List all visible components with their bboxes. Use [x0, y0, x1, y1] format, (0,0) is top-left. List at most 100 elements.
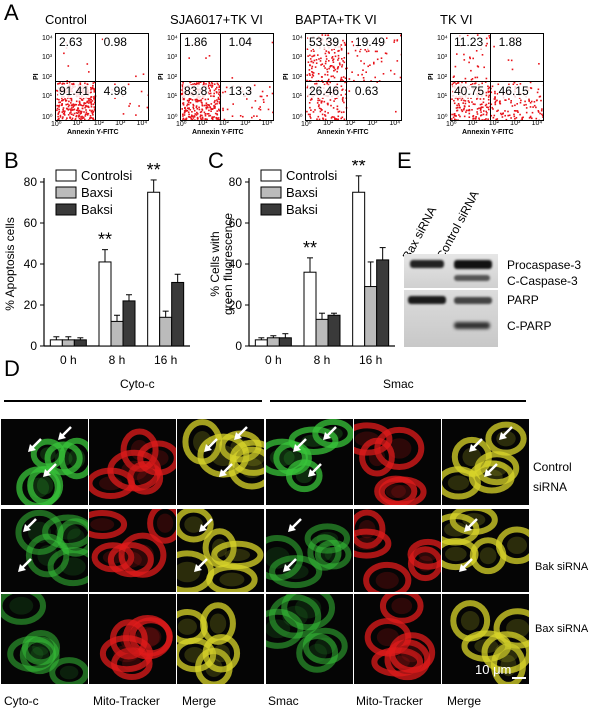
- cell-nucleus: [9, 596, 34, 615]
- micro-image-r0-c5: [442, 419, 529, 505]
- flow-ytick: 10⁰: [42, 114, 53, 121]
- blot-strip-caspase: [404, 254, 498, 288]
- micro-cells: [354, 509, 441, 592]
- cell-nucleus: [156, 513, 174, 533]
- cell-nucleus: [19, 645, 44, 663]
- cell-outline: [177, 550, 215, 592]
- cell-outline: [44, 441, 83, 476]
- section-line-smac: [270, 400, 526, 402]
- micro-cells: [15, 509, 88, 587]
- bar-Baxsi: [315, 318, 329, 347]
- cell-nucleus: [301, 434, 326, 447]
- band-parp-ctrl: [454, 297, 492, 304]
- column-label-0: Cyto-c: [4, 694, 39, 708]
- flow-ylabel: PI: [283, 73, 290, 80]
- x-tick-label: 8 h: [314, 353, 331, 367]
- quadrant-value-ll: 26.46: [308, 84, 341, 99]
- white-arrow-icon: [323, 426, 337, 440]
- flow-xtick: 10⁰: [446, 121, 457, 128]
- flow-xtick: 10²: [93, 120, 104, 127]
- legend-swatch: [260, 169, 282, 182]
- cell-outline: [89, 509, 128, 539]
- cell-nucleus: [324, 548, 342, 562]
- micro-image-r2-c3: [266, 594, 353, 684]
- bar-Controlsi: [303, 271, 317, 347]
- column-label-1: Mito-Tracker: [93, 694, 160, 708]
- cell-nucleus: [294, 597, 322, 619]
- y-axis-label: green fluorescence: [221, 213, 235, 315]
- x-tick-label: 0 h: [60, 353, 77, 367]
- bar-Baxsi: [159, 316, 173, 347]
- cell-outline: [1, 594, 47, 625]
- micro-image-r2-c1: [89, 594, 176, 684]
- micro-image-r0-c2: [177, 419, 264, 505]
- quadrant-value-ul: 11.23: [453, 35, 485, 49]
- band-label-cparp: C-PARP: [507, 319, 552, 333]
- quadrant-value-ur: 1.04: [227, 35, 253, 49]
- flow-xtick: 10⁴: [136, 120, 148, 127]
- micro-cells: [89, 509, 176, 578]
- cell-nucleus: [113, 645, 140, 663]
- cell-nucleus: [494, 642, 520, 663]
- flow-xtick: 10⁰: [301, 121, 312, 128]
- bar-Baxsi: [364, 286, 378, 347]
- cell-nucleus: [507, 536, 528, 554]
- white-arrow-icon: [234, 426, 248, 440]
- micro-cells: [266, 594, 348, 673]
- quadrant-value-ur: 1.88: [497, 35, 523, 49]
- cell-nucleus: [90, 518, 115, 531]
- cell-nucleus: [30, 646, 50, 664]
- column-label-3: Smac: [268, 694, 299, 708]
- legend-swatch: [55, 203, 77, 216]
- micro-cells: [450, 600, 529, 684]
- significance-mark: **: [303, 238, 317, 258]
- flow-ylabel: PI: [158, 73, 165, 80]
- micro-cells: [99, 614, 173, 681]
- bar-Baxsi: [266, 337, 280, 347]
- white-arrow-icon: [18, 558, 32, 572]
- y-tick-label: 80: [24, 175, 38, 189]
- cell-outline: [354, 528, 392, 559]
- bar-Baksi: [171, 281, 185, 347]
- cell-nucleus: [184, 647, 205, 663]
- cell-outline: [120, 428, 159, 472]
- flow-xtick: 10²: [345, 120, 356, 127]
- cell-nucleus: [184, 516, 204, 533]
- flow-ytick: 10³: [42, 54, 53, 62]
- cell-outline: [379, 594, 424, 624]
- micro-cells: [266, 518, 352, 589]
- flow-ytick: 10³: [437, 54, 448, 62]
- cell-nucleus: [209, 613, 227, 634]
- bar-Controlsi: [352, 191, 366, 347]
- flow-xtick: 10¹: [323, 120, 334, 127]
- flow-xlabel: Annexin Y-FITC: [192, 129, 244, 136]
- band-label-ccaspase: C-Caspase-3: [507, 274, 578, 288]
- cell-outline: [266, 438, 308, 477]
- cell-outline: [359, 437, 395, 477]
- cell-outline: [281, 594, 336, 631]
- flow-xtick: 10¹: [467, 120, 478, 127]
- flow-xtick: 10³: [115, 120, 126, 127]
- quadrant-value-lr: 13.3: [227, 84, 253, 99]
- micro-image-r0-c4: [354, 419, 441, 505]
- micro-cells: [442, 421, 527, 500]
- flow-ylabel: PI: [33, 73, 40, 80]
- legend-swatch: [55, 186, 77, 199]
- flow-ytick: 10¹: [437, 93, 448, 101]
- cell-nucleus: [177, 561, 201, 583]
- cell-nucleus: [462, 447, 482, 467]
- micro-image-r1-c5: [442, 509, 529, 592]
- cell-nucleus: [354, 536, 379, 551]
- flow-xtick: 10³: [510, 120, 521, 127]
- flow-ytick: 10⁰: [292, 114, 303, 121]
- lane-label-control: Control siRNA: [433, 188, 482, 262]
- x-tick-label: 16 h: [359, 353, 382, 367]
- flow-xlabel: Annexin Y-FITC: [317, 129, 369, 136]
- panel-letter-b: B: [4, 148, 19, 173]
- micro-image-r0-c1: [89, 419, 176, 505]
- micro-cells: [266, 419, 353, 493]
- cell-outline: [388, 632, 436, 674]
- white-arrow-icon: [283, 558, 297, 572]
- flow-title-3: TK VI: [440, 12, 473, 27]
- flow-plot-0: 2.63 0.98 91.41 4.98: [55, 33, 149, 121]
